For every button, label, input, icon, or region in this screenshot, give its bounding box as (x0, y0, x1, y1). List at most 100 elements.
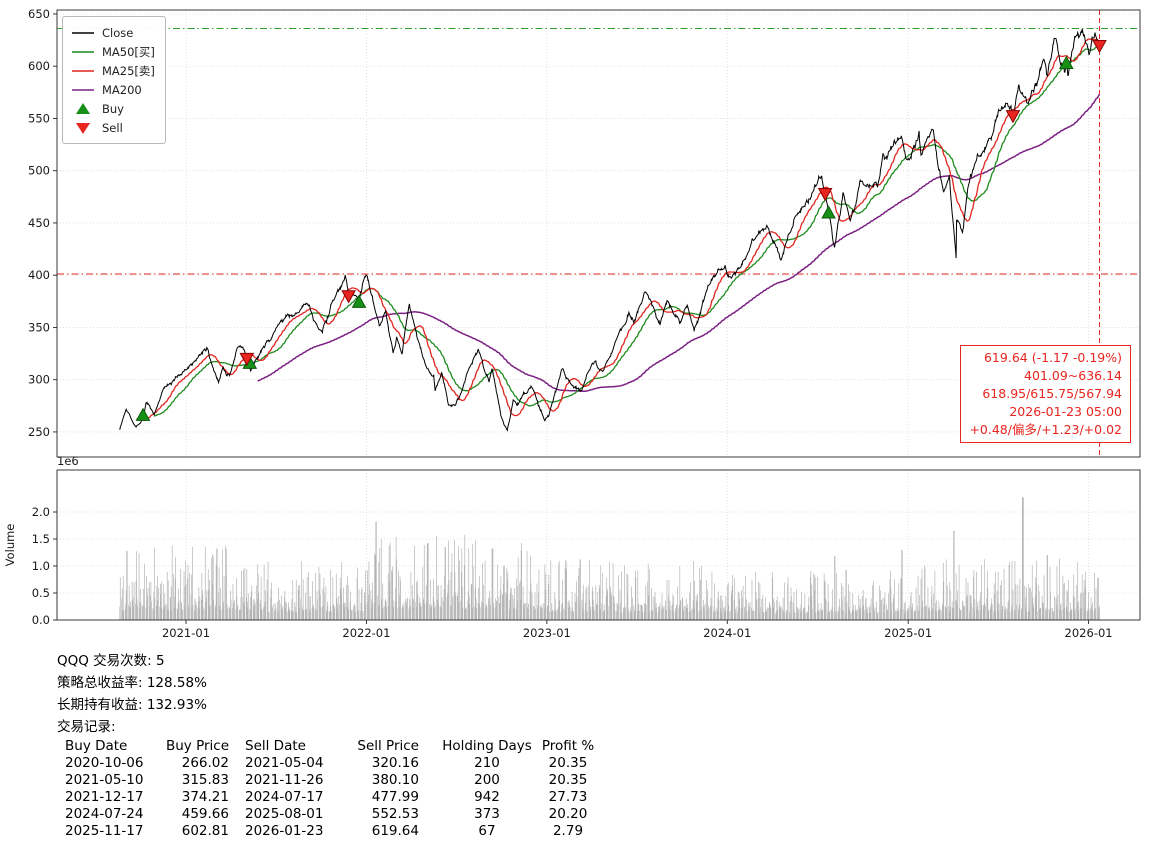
legend-item: Buy (71, 99, 155, 118)
date-tick-label: 2023-01 (523, 626, 571, 640)
volume-tick-label: 1.5 (32, 532, 50, 546)
volume-bars (119, 497, 1100, 620)
table-row: 2021-05-10 315.83 2021-11-26 380.10 200 20.35 (65, 772, 601, 789)
sell-marker (239, 352, 255, 367)
table-cell: 2021-05-04 (245, 755, 324, 771)
table-row: 2024-07-24 459.66 2025-08-01 552.53 373 20.20 (65, 806, 601, 823)
price-tick-label: 500 (28, 164, 50, 178)
legend-line-sample (72, 69, 94, 72)
price-tick-label: 600 (28, 59, 50, 73)
table-cell: 2024-07-24 (65, 806, 144, 822)
legend-label: Buy (102, 101, 124, 116)
buy-marker (351, 294, 367, 308)
table-cell: 2024-07-17 (245, 789, 324, 805)
buy-marker (135, 407, 151, 421)
stat-hold-return: 长期持有收益: 132.93% (57, 697, 207, 713)
table-header: Sell Price (357, 738, 419, 754)
table-cell: 2026-01-23 (245, 823, 324, 839)
buy-marker (1059, 55, 1074, 69)
table-cell: 20.35 (548, 755, 588, 771)
sell-marker (1092, 39, 1107, 54)
info-line: 618.95/615.75/567.94 (982, 386, 1122, 401)
legend-item: MA200 (71, 80, 155, 99)
table-cell: 67 (478, 823, 496, 839)
table-cell: 27.73 (548, 789, 588, 805)
volume-scale-label: 1e6 (57, 454, 79, 468)
table-row: 2025-11-17 602.81 2026-01-23 619.64 67 2.79 (65, 823, 601, 840)
legend-line-sample (72, 88, 94, 91)
stat-strategy-return: 策略总收益率: 128.58% (57, 675, 207, 691)
grid (57, 10, 1140, 620)
table-cell: 210 (474, 755, 500, 771)
table-header: Buy Price (165, 738, 229, 754)
legend-label: MA25[卖] (102, 63, 155, 78)
date-tick-label: 2024-01 (703, 626, 751, 640)
table-cell: 2025-08-01 (245, 806, 324, 822)
info-line: +0.48/偏多/+1.23/+0.02 (969, 422, 1122, 437)
legend-item: MA25[卖] (71, 61, 155, 80)
table-cell: 320.16 (371, 755, 419, 771)
triangle-up-icon (76, 102, 90, 114)
legend-item: MA50[买] (71, 42, 155, 61)
legend-label: MA50[买] (102, 44, 155, 59)
legend: Close MA50[买] MA25[卖] MA200 Buy Sell (62, 16, 166, 144)
trades-table: Buy Date Buy Price Sell Date Sell Price Hold… (65, 738, 601, 840)
price-tick-label: 450 (28, 216, 50, 230)
buy-marker (821, 205, 836, 219)
table-cell: 552.53 (371, 806, 419, 822)
table-row: 2021-12-17 374.21 2024-07-17 477.99 942 27.73 (65, 789, 601, 806)
volume-axis-title: Volume (3, 524, 17, 567)
quote-info-box: 619.64 (-1.17 -0.19%) 401.09~636.14 618.95… (960, 345, 1131, 443)
price-tick-label: 350 (28, 320, 50, 334)
table-cell: 373 (474, 806, 500, 822)
table-cell: 2.79 (552, 823, 584, 839)
info-line: 2026-01-23 05:00 (1009, 404, 1122, 419)
price-tick-label: 250 (28, 425, 50, 439)
table-cell: 20.20 (548, 806, 588, 822)
ma50-line (153, 43, 1100, 417)
tick-labels: 250 300 350 400 450 500 550 600 650 0.0 0.5 1.0 1.5 2… (3, 7, 1113, 640)
legend-label: Sell (102, 120, 123, 135)
table-cell: 315.83 (181, 772, 229, 788)
stat-trade-count: QQQ 交易次数: 5 (57, 653, 165, 669)
legend-item: Sell (71, 118, 155, 137)
table-cell: 20.35 (548, 772, 588, 788)
table-cell: 602.81 (181, 823, 229, 839)
table-cell: 477.99 (371, 789, 419, 805)
close-line (119, 28, 1100, 432)
date-tick-label: 2021-01 (162, 626, 210, 640)
legend-item: Close (71, 23, 155, 42)
date-tick-label: 2022-01 (342, 626, 390, 640)
legend-line-sample (72, 50, 94, 53)
table-cell: 2021-12-17 (65, 789, 144, 805)
table-header: Sell Date (245, 738, 306, 754)
triangle-down-icon (76, 122, 90, 134)
sell-marker (1005, 110, 1021, 124)
table-row: 2020-10-06 266.02 2021-05-04 320.16 210 20.35 (65, 755, 601, 772)
table-cell: 2025-11-17 (65, 823, 144, 839)
sell-marker (817, 188, 833, 202)
legend-label: Close (102, 25, 134, 40)
volume-tick-label: 0.0 (32, 613, 50, 627)
table-cell: 2020-10-06 (65, 755, 144, 771)
table-cell: 942 (474, 789, 500, 805)
tick-marks (53, 13, 1090, 624)
ma25-line (136, 38, 1101, 422)
volume-tick-label: 0.5 (32, 586, 50, 600)
info-line: 619.64 (-1.17 -0.19%) (983, 350, 1122, 365)
legend-label: MA200 (102, 82, 142, 97)
table-cell: 619.64 (371, 823, 419, 839)
date-tick-label: 2025-01 (884, 626, 932, 640)
volume-tick-label: 1.0 (32, 559, 50, 573)
sell-marker (341, 290, 356, 304)
legend-line-sample (72, 31, 94, 34)
table-cell: 200 (474, 772, 500, 788)
table-header: Profit % (541, 738, 595, 754)
table-cell: 459.66 (181, 806, 229, 822)
stats-block: QQQ 交易次数: 5 策略总收益率: 128.58% 长期持有收益: 132.… (57, 650, 601, 840)
table-header-row: Buy Date Buy Price Sell Date Sell Price Hold… (65, 738, 601, 755)
info-line: 401.09~636.14 (1024, 368, 1122, 383)
table-cell: 374.21 (181, 789, 229, 805)
price-tick-label: 650 (28, 7, 50, 21)
